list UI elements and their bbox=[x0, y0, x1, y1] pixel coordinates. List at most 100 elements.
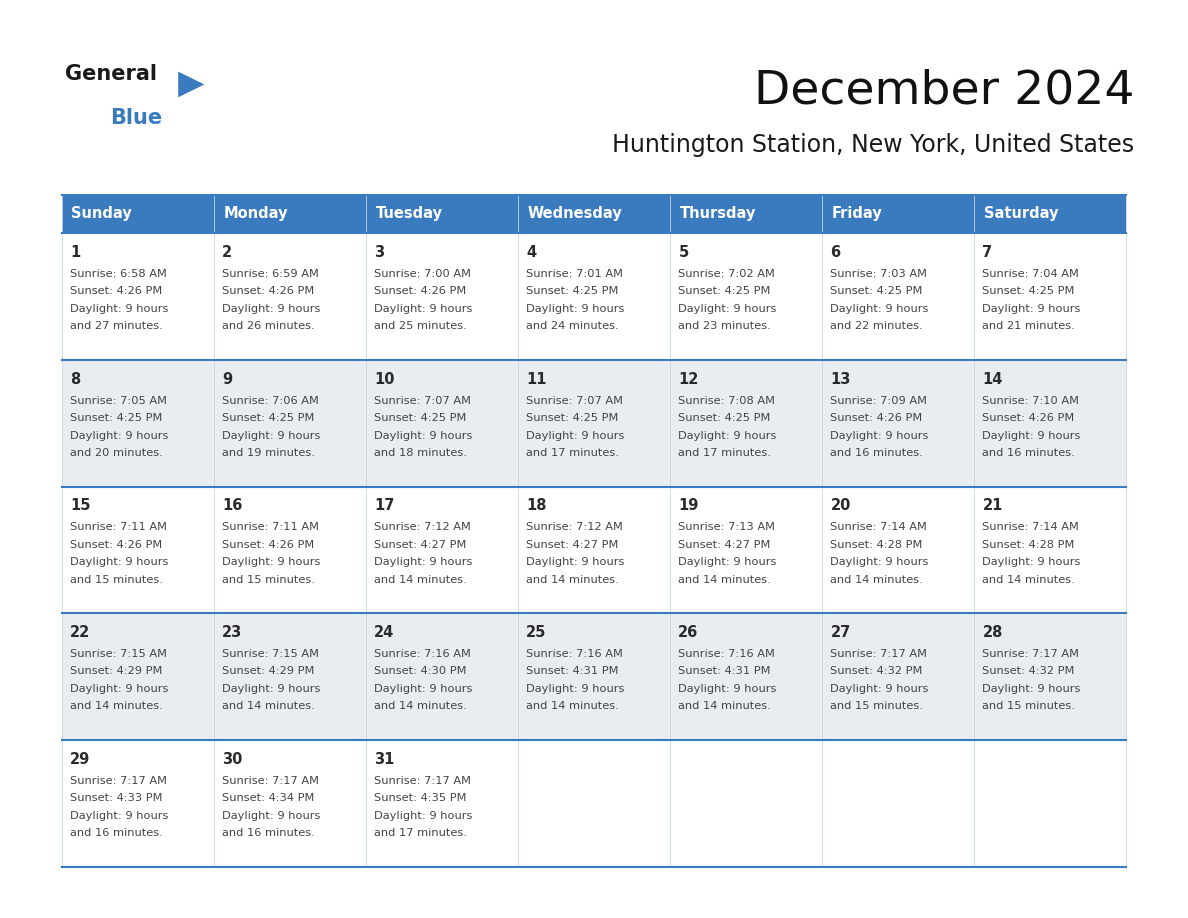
Text: Daylight: 9 hours: Daylight: 9 hours bbox=[982, 557, 1081, 567]
Text: and 22 minutes.: and 22 minutes. bbox=[830, 321, 923, 331]
Text: Daylight: 9 hours: Daylight: 9 hours bbox=[526, 684, 625, 694]
Bar bbox=[366, 360, 518, 487]
Text: Sunrise: 7:16 AM: Sunrise: 7:16 AM bbox=[678, 649, 776, 659]
Text: Daylight: 9 hours: Daylight: 9 hours bbox=[374, 557, 473, 567]
Text: Daylight: 9 hours: Daylight: 9 hours bbox=[70, 811, 169, 821]
Text: Sunrise: 7:09 AM: Sunrise: 7:09 AM bbox=[830, 396, 928, 406]
Text: Daylight: 9 hours: Daylight: 9 hours bbox=[222, 811, 321, 821]
Text: Sunrise: 7:17 AM: Sunrise: 7:17 AM bbox=[982, 649, 1080, 659]
Bar bbox=[214, 195, 366, 233]
Text: Daylight: 9 hours: Daylight: 9 hours bbox=[374, 431, 473, 441]
Text: and 15 minutes.: and 15 minutes. bbox=[982, 701, 1075, 711]
Text: Sunset: 4:25 PM: Sunset: 4:25 PM bbox=[70, 413, 163, 423]
Text: Sunrise: 7:01 AM: Sunrise: 7:01 AM bbox=[526, 269, 624, 279]
Text: Sunrise: 7:05 AM: Sunrise: 7:05 AM bbox=[70, 396, 168, 406]
Text: 24: 24 bbox=[374, 625, 394, 640]
Text: and 16 minutes.: and 16 minutes. bbox=[982, 448, 1075, 458]
Text: and 17 minutes.: and 17 minutes. bbox=[678, 448, 771, 458]
Text: Daylight: 9 hours: Daylight: 9 hours bbox=[982, 684, 1081, 694]
Text: 27: 27 bbox=[830, 625, 851, 640]
Text: Sunset: 4:25 PM: Sunset: 4:25 PM bbox=[982, 286, 1075, 297]
Text: Sunrise: 7:12 AM: Sunrise: 7:12 AM bbox=[374, 522, 472, 532]
Text: Sunrise: 7:16 AM: Sunrise: 7:16 AM bbox=[526, 649, 624, 659]
Text: Saturday: Saturday bbox=[984, 207, 1059, 221]
Text: and 20 minutes.: and 20 minutes. bbox=[70, 448, 163, 458]
Text: Sunrise: 7:14 AM: Sunrise: 7:14 AM bbox=[830, 522, 928, 532]
Text: Blue: Blue bbox=[110, 108, 163, 129]
Text: Sunrise: 7:08 AM: Sunrise: 7:08 AM bbox=[678, 396, 776, 406]
Bar bbox=[214, 740, 366, 867]
Text: Sunset: 4:34 PM: Sunset: 4:34 PM bbox=[222, 793, 315, 803]
Text: 4: 4 bbox=[526, 245, 537, 260]
Text: Sunset: 4:29 PM: Sunset: 4:29 PM bbox=[70, 666, 163, 677]
Bar bbox=[822, 360, 974, 487]
Polygon shape bbox=[178, 72, 204, 97]
Text: Sunset: 4:25 PM: Sunset: 4:25 PM bbox=[830, 286, 923, 297]
Text: Sunset: 4:31 PM: Sunset: 4:31 PM bbox=[526, 666, 619, 677]
Bar bbox=[974, 360, 1126, 487]
Bar bbox=[974, 613, 1126, 740]
Text: Sunset: 4:25 PM: Sunset: 4:25 PM bbox=[526, 286, 619, 297]
Text: and 14 minutes.: and 14 minutes. bbox=[526, 575, 619, 585]
Text: and 18 minutes.: and 18 minutes. bbox=[374, 448, 467, 458]
Text: Sunrise: 7:11 AM: Sunrise: 7:11 AM bbox=[222, 522, 320, 532]
Text: Daylight: 9 hours: Daylight: 9 hours bbox=[222, 431, 321, 441]
Text: 19: 19 bbox=[678, 498, 699, 513]
Text: and 27 minutes.: and 27 minutes. bbox=[70, 321, 163, 331]
Bar bbox=[974, 195, 1126, 233]
Text: Sunrise: 7:14 AM: Sunrise: 7:14 AM bbox=[982, 522, 1080, 532]
Text: and 16 minutes.: and 16 minutes. bbox=[70, 828, 163, 838]
Text: Daylight: 9 hours: Daylight: 9 hours bbox=[70, 304, 169, 314]
Text: and 24 minutes.: and 24 minutes. bbox=[526, 321, 619, 331]
Text: Daylight: 9 hours: Daylight: 9 hours bbox=[982, 304, 1081, 314]
Bar bbox=[62, 233, 214, 360]
Text: and 14 minutes.: and 14 minutes. bbox=[678, 701, 771, 711]
Text: and 14 minutes.: and 14 minutes. bbox=[526, 701, 619, 711]
Text: Sunset: 4:29 PM: Sunset: 4:29 PM bbox=[222, 666, 315, 677]
Text: Daylight: 9 hours: Daylight: 9 hours bbox=[222, 557, 321, 567]
Text: and 19 minutes.: and 19 minutes. bbox=[222, 448, 315, 458]
Text: Friday: Friday bbox=[832, 207, 883, 221]
Text: Sunset: 4:33 PM: Sunset: 4:33 PM bbox=[70, 793, 163, 803]
Text: and 26 minutes.: and 26 minutes. bbox=[222, 321, 315, 331]
Text: Daylight: 9 hours: Daylight: 9 hours bbox=[222, 304, 321, 314]
Bar bbox=[670, 360, 822, 487]
Text: Sunrise: 7:02 AM: Sunrise: 7:02 AM bbox=[678, 269, 776, 279]
Text: Daylight: 9 hours: Daylight: 9 hours bbox=[830, 684, 929, 694]
Text: Sunset: 4:30 PM: Sunset: 4:30 PM bbox=[374, 666, 467, 677]
Text: 25: 25 bbox=[526, 625, 546, 640]
Bar bbox=[366, 487, 518, 613]
Text: Monday: Monday bbox=[223, 207, 287, 221]
Text: and 14 minutes.: and 14 minutes. bbox=[374, 701, 467, 711]
Text: Daylight: 9 hours: Daylight: 9 hours bbox=[678, 684, 777, 694]
Text: Sunset: 4:26 PM: Sunset: 4:26 PM bbox=[830, 413, 923, 423]
Text: Daylight: 9 hours: Daylight: 9 hours bbox=[678, 431, 777, 441]
Text: Sunrise: 7:17 AM: Sunrise: 7:17 AM bbox=[374, 776, 472, 786]
Text: Daylight: 9 hours: Daylight: 9 hours bbox=[70, 431, 169, 441]
Text: 2: 2 bbox=[222, 245, 233, 260]
Text: Sunset: 4:32 PM: Sunset: 4:32 PM bbox=[982, 666, 1075, 677]
Bar bbox=[62, 360, 214, 487]
Text: 14: 14 bbox=[982, 372, 1003, 386]
Text: Sunrise: 7:16 AM: Sunrise: 7:16 AM bbox=[374, 649, 472, 659]
Bar bbox=[518, 360, 670, 487]
Bar bbox=[670, 740, 822, 867]
Text: Sunrise: 7:07 AM: Sunrise: 7:07 AM bbox=[526, 396, 624, 406]
Text: 30: 30 bbox=[222, 752, 242, 767]
Text: 1: 1 bbox=[70, 245, 81, 260]
Text: Sunset: 4:26 PM: Sunset: 4:26 PM bbox=[70, 286, 163, 297]
Text: Huntington Station, New York, United States: Huntington Station, New York, United Sta… bbox=[613, 133, 1135, 157]
Text: and 16 minutes.: and 16 minutes. bbox=[830, 448, 923, 458]
Text: Daylight: 9 hours: Daylight: 9 hours bbox=[982, 431, 1081, 441]
Text: Sunrise: 7:15 AM: Sunrise: 7:15 AM bbox=[70, 649, 168, 659]
Text: 6: 6 bbox=[830, 245, 841, 260]
Text: Daylight: 9 hours: Daylight: 9 hours bbox=[526, 304, 625, 314]
Text: 21: 21 bbox=[982, 498, 1003, 513]
Bar bbox=[822, 740, 974, 867]
Bar bbox=[214, 487, 366, 613]
Bar bbox=[62, 487, 214, 613]
Text: Sunrise: 7:03 AM: Sunrise: 7:03 AM bbox=[830, 269, 928, 279]
Text: and 14 minutes.: and 14 minutes. bbox=[982, 575, 1075, 585]
Text: 10: 10 bbox=[374, 372, 394, 386]
Text: Sunrise: 7:10 AM: Sunrise: 7:10 AM bbox=[982, 396, 1080, 406]
